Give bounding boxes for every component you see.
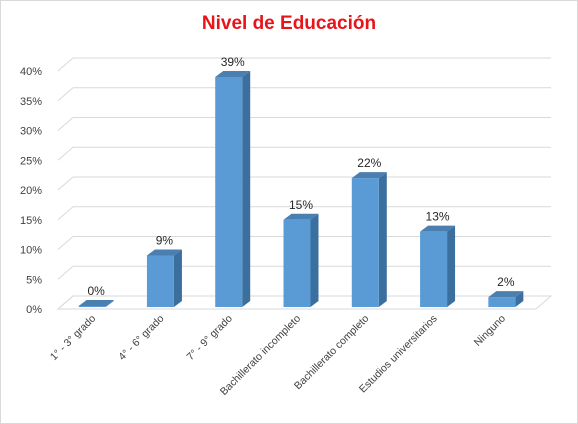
data-label: 2% (497, 275, 515, 289)
x-tick-label: Ninguno (472, 313, 508, 349)
bar (351, 178, 379, 307)
gridline-depth (57, 265, 74, 280)
y-tick-label: 5% (26, 274, 42, 286)
y-tick-label: 20% (20, 185, 42, 197)
bar-side (310, 213, 319, 307)
chart-title: Nivel de Educación (201, 13, 377, 34)
y-tick-label: 0% (26, 304, 42, 316)
gridline-depth (57, 57, 74, 72)
bar-side (173, 249, 182, 307)
chart-floor (56, 295, 553, 310)
bar-side (105, 300, 114, 307)
gridline-depth (57, 206, 74, 221)
x-tick-label: 4° - 6° grado (116, 313, 166, 363)
bar (146, 255, 174, 307)
bar (488, 297, 516, 307)
bar-side (515, 291, 524, 307)
x-tick-label: 7° - 9° grado (184, 313, 234, 363)
bar-top (420, 225, 456, 232)
x-tick-label: Bachillerato incompleto (218, 313, 303, 398)
x-tick-label: Bachillerato completo (292, 313, 372, 393)
x-axis-ticks: 1° - 3° grado 4° - 6° grado 7° - 9° gradoB… (48, 313, 508, 398)
data-label: 39% (221, 55, 245, 69)
bar-side (447, 225, 456, 307)
data-label: 15% (289, 198, 313, 212)
y-axis-ticks: 0% 5% 10% 15% 20% 25% 30% 35% 40% (20, 66, 42, 316)
gridline-depth (57, 117, 74, 131)
data-label: 13% (426, 210, 450, 224)
floor-outline (56, 295, 553, 310)
bar-side (242, 70, 251, 307)
gridline-depth (57, 146, 74, 161)
data-label: 0% (87, 284, 105, 298)
bar-top (488, 291, 524, 298)
bars (78, 70, 524, 307)
bar-top (283, 213, 319, 220)
y-tick-label: 30% (20, 126, 42, 138)
y-tick-label: 40% (20, 66, 42, 78)
x-tick-label: 1° - 3° grado (48, 313, 98, 363)
x-tick-label: Estudios universitarios (357, 313, 440, 396)
bar-top (146, 249, 182, 256)
data-label: 9% (156, 233, 174, 247)
bar-top (215, 70, 251, 77)
data-label: 22% (357, 156, 381, 170)
y-tick-label: 35% (20, 96, 42, 108)
bar-top (351, 172, 387, 179)
bar-side (378, 172, 387, 307)
bar (420, 231, 448, 307)
gridline-depth (57, 236, 74, 250)
data-labels: 0% 9% 39% 15% 22% 13% 2% (87, 55, 514, 298)
y-tick-label: 25% (20, 155, 42, 167)
bar-top (78, 300, 114, 306)
y-tick-label: 10% (20, 245, 42, 257)
y-tick-label: 15% (20, 215, 42, 227)
bar (78, 306, 106, 307)
bar (215, 76, 243, 307)
gridline-depth (57, 176, 74, 191)
gridline-depth (57, 87, 74, 102)
bar (283, 219, 311, 307)
